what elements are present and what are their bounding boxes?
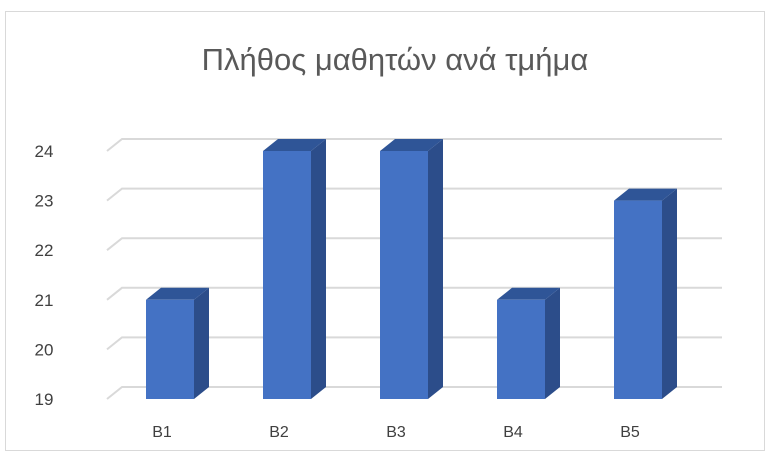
bar-top: [146, 287, 209, 300]
gridline: [106, 138, 722, 152]
y-tick-label: 20: [35, 340, 54, 359]
bar-top: [614, 188, 677, 201]
gridline: [106, 237, 722, 251]
bar-B1: [146, 287, 209, 399]
y-tick-label: 22: [35, 241, 54, 260]
bar-B2: [263, 139, 326, 399]
bar-B4: [497, 287, 560, 399]
bar-front: [380, 151, 428, 399]
bar-side: [545, 287, 560, 399]
bar-top: [263, 139, 326, 151]
bar-front: [497, 299, 545, 399]
y-tick-label: 21: [35, 291, 54, 310]
chart-title: Πλήθος μαθητών ανά τμήμα: [202, 42, 589, 77]
y-tick-label: 23: [35, 192, 54, 211]
x-category-label: B4: [503, 424, 523, 441]
y-tick-label: 24: [35, 142, 54, 161]
x-category-label: B3: [386, 424, 406, 441]
bar-B5: [614, 188, 677, 399]
bar-side: [662, 188, 677, 399]
bar-front: [614, 200, 662, 399]
bar-side: [194, 287, 209, 399]
bars: [146, 139, 677, 399]
bar-top: [497, 287, 560, 300]
bar-front: [263, 151, 311, 399]
bar-side: [428, 139, 443, 399]
y-axis-ticks: 19 20 21 22 23 24: [35, 142, 54, 409]
gridline: [106, 187, 722, 202]
x-category-label: B2: [269, 424, 289, 441]
x-category-label: B1: [152, 424, 172, 441]
bar-B3: [380, 139, 443, 399]
y-tick-label: 19: [35, 390, 54, 409]
bar-front: [146, 299, 194, 399]
bar-side: [311, 139, 326, 399]
x-axis-categories: B1 B2 B3 B4 B5: [152, 424, 640, 441]
x-category-label: B5: [620, 424, 640, 441]
bar-top: [380, 139, 443, 151]
